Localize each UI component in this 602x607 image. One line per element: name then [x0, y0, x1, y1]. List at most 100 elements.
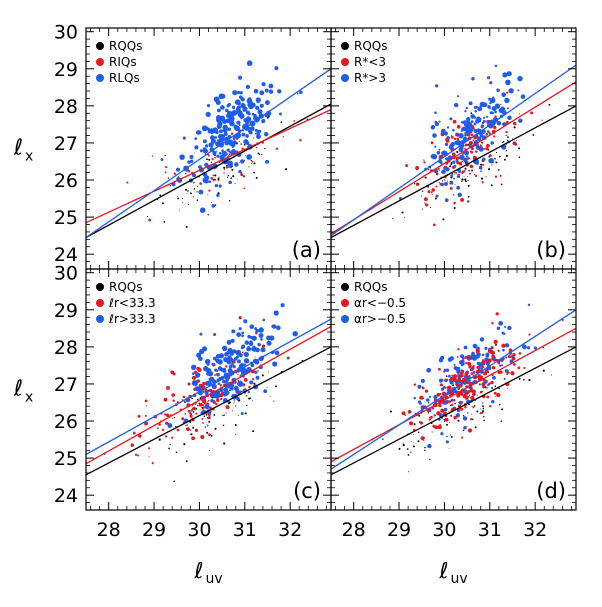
scatter-point-RLQs — [197, 130, 202, 135]
scatter-point-R*>3 — [444, 181, 448, 186]
scatter-point-RQQs — [412, 445, 415, 448]
scatter-point-RIQs — [214, 156, 217, 159]
scatter-point-αr<−0.5 — [491, 350, 495, 355]
scatter-point-R*<3 — [431, 188, 435, 192]
scatter-point-ℓr<33.3 — [197, 368, 202, 372]
scatter-point-ℓr>33.3 — [190, 409, 193, 412]
scatter-point-RLQs — [228, 140, 234, 146]
scatter-point-αr<−0.5 — [456, 356, 459, 358]
scatter-point-RQQs — [402, 444, 405, 447]
scatter-point-RQQs — [470, 112, 473, 115]
y-axis-title: ℓ — [13, 377, 23, 402]
scatter-point-RQQs — [269, 395, 271, 397]
scatter-point-RQQs — [499, 155, 501, 157]
scatter-point-RQQs — [450, 435, 453, 438]
scatter-point-RQQs — [158, 438, 161, 441]
scatter-point-RQQs — [483, 419, 485, 422]
scatter-point-R*<3 — [472, 155, 477, 160]
scatter-point-RQQs — [469, 173, 471, 175]
scatter-point-R*<3 — [505, 134, 507, 137]
scatter-point-αr<−0.5 — [422, 397, 425, 400]
scatter-point-αr>−0.5 — [502, 348, 505, 352]
scatter-point-RQQs — [382, 438, 384, 440]
scatter-point-RQQs — [499, 403, 501, 406]
scatter-point-RQQs — [453, 207, 456, 209]
scatter-point-ℓr>33.3 — [214, 368, 218, 372]
scatter-point-RQQs — [193, 182, 195, 184]
scatter-point-ℓr>33.3 — [205, 380, 211, 386]
scatter-point-αr<−0.5 — [480, 411, 482, 414]
scatter-point-RQQs — [213, 414, 216, 416]
scatter-point-αr<−0.5 — [472, 392, 476, 397]
scatter-point-RQQs — [480, 170, 482, 172]
legend-marker — [341, 299, 349, 307]
scatter-point-RQQs — [410, 451, 412, 453]
scatter-point-RQQs — [190, 192, 192, 195]
scatter-point-αr<−0.5 — [473, 390, 476, 394]
scatter-point-αr<−0.5 — [428, 409, 432, 413]
scatter-point-RQQs — [251, 163, 253, 164]
scatter-point-RQQs — [251, 400, 253, 402]
legend-marker — [341, 283, 349, 291]
legend-marker — [96, 299, 104, 307]
scatter-point-RQQs — [421, 208, 424, 210]
fit-line-series-1 — [331, 81, 576, 235]
scatter-point-RLQs — [227, 127, 232, 131]
x-tick-label: 28 — [97, 519, 121, 541]
scatter-point-RLQs — [204, 162, 209, 167]
legend-marker — [341, 58, 349, 66]
scatter-points — [103, 303, 304, 483]
scatter-point-RLQs — [218, 140, 221, 144]
scatter-point-αr<−0.5 — [506, 373, 509, 376]
scatter-point-ℓr>33.3 — [266, 335, 272, 341]
scatter-point-RQQs — [449, 165, 452, 168]
scatter-point-RQQs — [182, 201, 184, 203]
panel-tag: (b) — [536, 238, 566, 262]
scatter-point-αr>−0.5 — [442, 386, 446, 389]
scatter-point-RQQs — [431, 431, 433, 433]
scatter-point-R*<3 — [460, 197, 465, 202]
scatter-point-αr<−0.5 — [457, 378, 462, 382]
scatter-point-RLQs — [261, 82, 266, 87]
scatter-point-ℓr>33.3 — [230, 338, 235, 343]
scatter-point-ℓr<33.3 — [151, 462, 154, 465]
scatter-point-RIQs — [243, 187, 246, 190]
legend-label: RQQs — [109, 39, 142, 53]
scatter-point-R*<3 — [453, 137, 457, 141]
scatter-point-RQQs — [480, 177, 483, 180]
scatter-point-ℓr>33.3 — [217, 366, 223, 371]
scatter-point-RLQs — [237, 126, 240, 130]
scatter-point-ℓr>33.3 — [211, 362, 215, 366]
scatter-point-RQQs — [501, 408, 504, 411]
scatter-point-RQQs — [227, 174, 230, 177]
scatter-point-RIQs — [238, 140, 240, 143]
scatter-point-RLQs — [231, 145, 235, 148]
scatter-point-ℓr>33.3 — [222, 345, 228, 351]
scatter-point-R*<3 — [472, 139, 475, 142]
scatter-point-RQQs — [417, 440, 420, 443]
scatter-point-R*<3 — [450, 135, 453, 137]
scatter-point-αr>−0.5 — [487, 383, 490, 387]
scatter-point-RQQs — [196, 191, 198, 193]
scatter-point-RLQs — [220, 105, 225, 110]
y-tick-label: 24 — [54, 244, 78, 266]
scatter-point-αr<−0.5 — [465, 375, 469, 378]
scatter-point-αr>−0.5 — [455, 413, 461, 418]
scatter-point-αr>−0.5 — [427, 443, 432, 449]
scatter-point-αr>−0.5 — [522, 344, 527, 350]
scatter-point-RQQs — [551, 374, 552, 376]
scatter-point-αr>−0.5 — [500, 364, 504, 367]
scatter-point-RQQs — [461, 178, 464, 181]
scatter-point-RIQs — [212, 174, 215, 177]
scatter-point-RQQs — [473, 405, 476, 407]
y-tick-label: 24 — [54, 485, 78, 507]
scatter-point-ℓr>33.3 — [236, 332, 242, 338]
scatter-point-RQQs — [239, 124, 241, 126]
scatter-point-ℓr<33.3 — [165, 413, 170, 417]
scatter-point-αr<−0.5 — [448, 400, 451, 404]
scatter-point-αr>−0.5 — [478, 383, 481, 386]
scatter-point-RLQs — [221, 149, 224, 152]
scatter-point-ℓr<33.3 — [216, 398, 220, 403]
scatter-point-RQQs — [443, 179, 445, 181]
scatter-point-αr>−0.5 — [426, 398, 430, 402]
